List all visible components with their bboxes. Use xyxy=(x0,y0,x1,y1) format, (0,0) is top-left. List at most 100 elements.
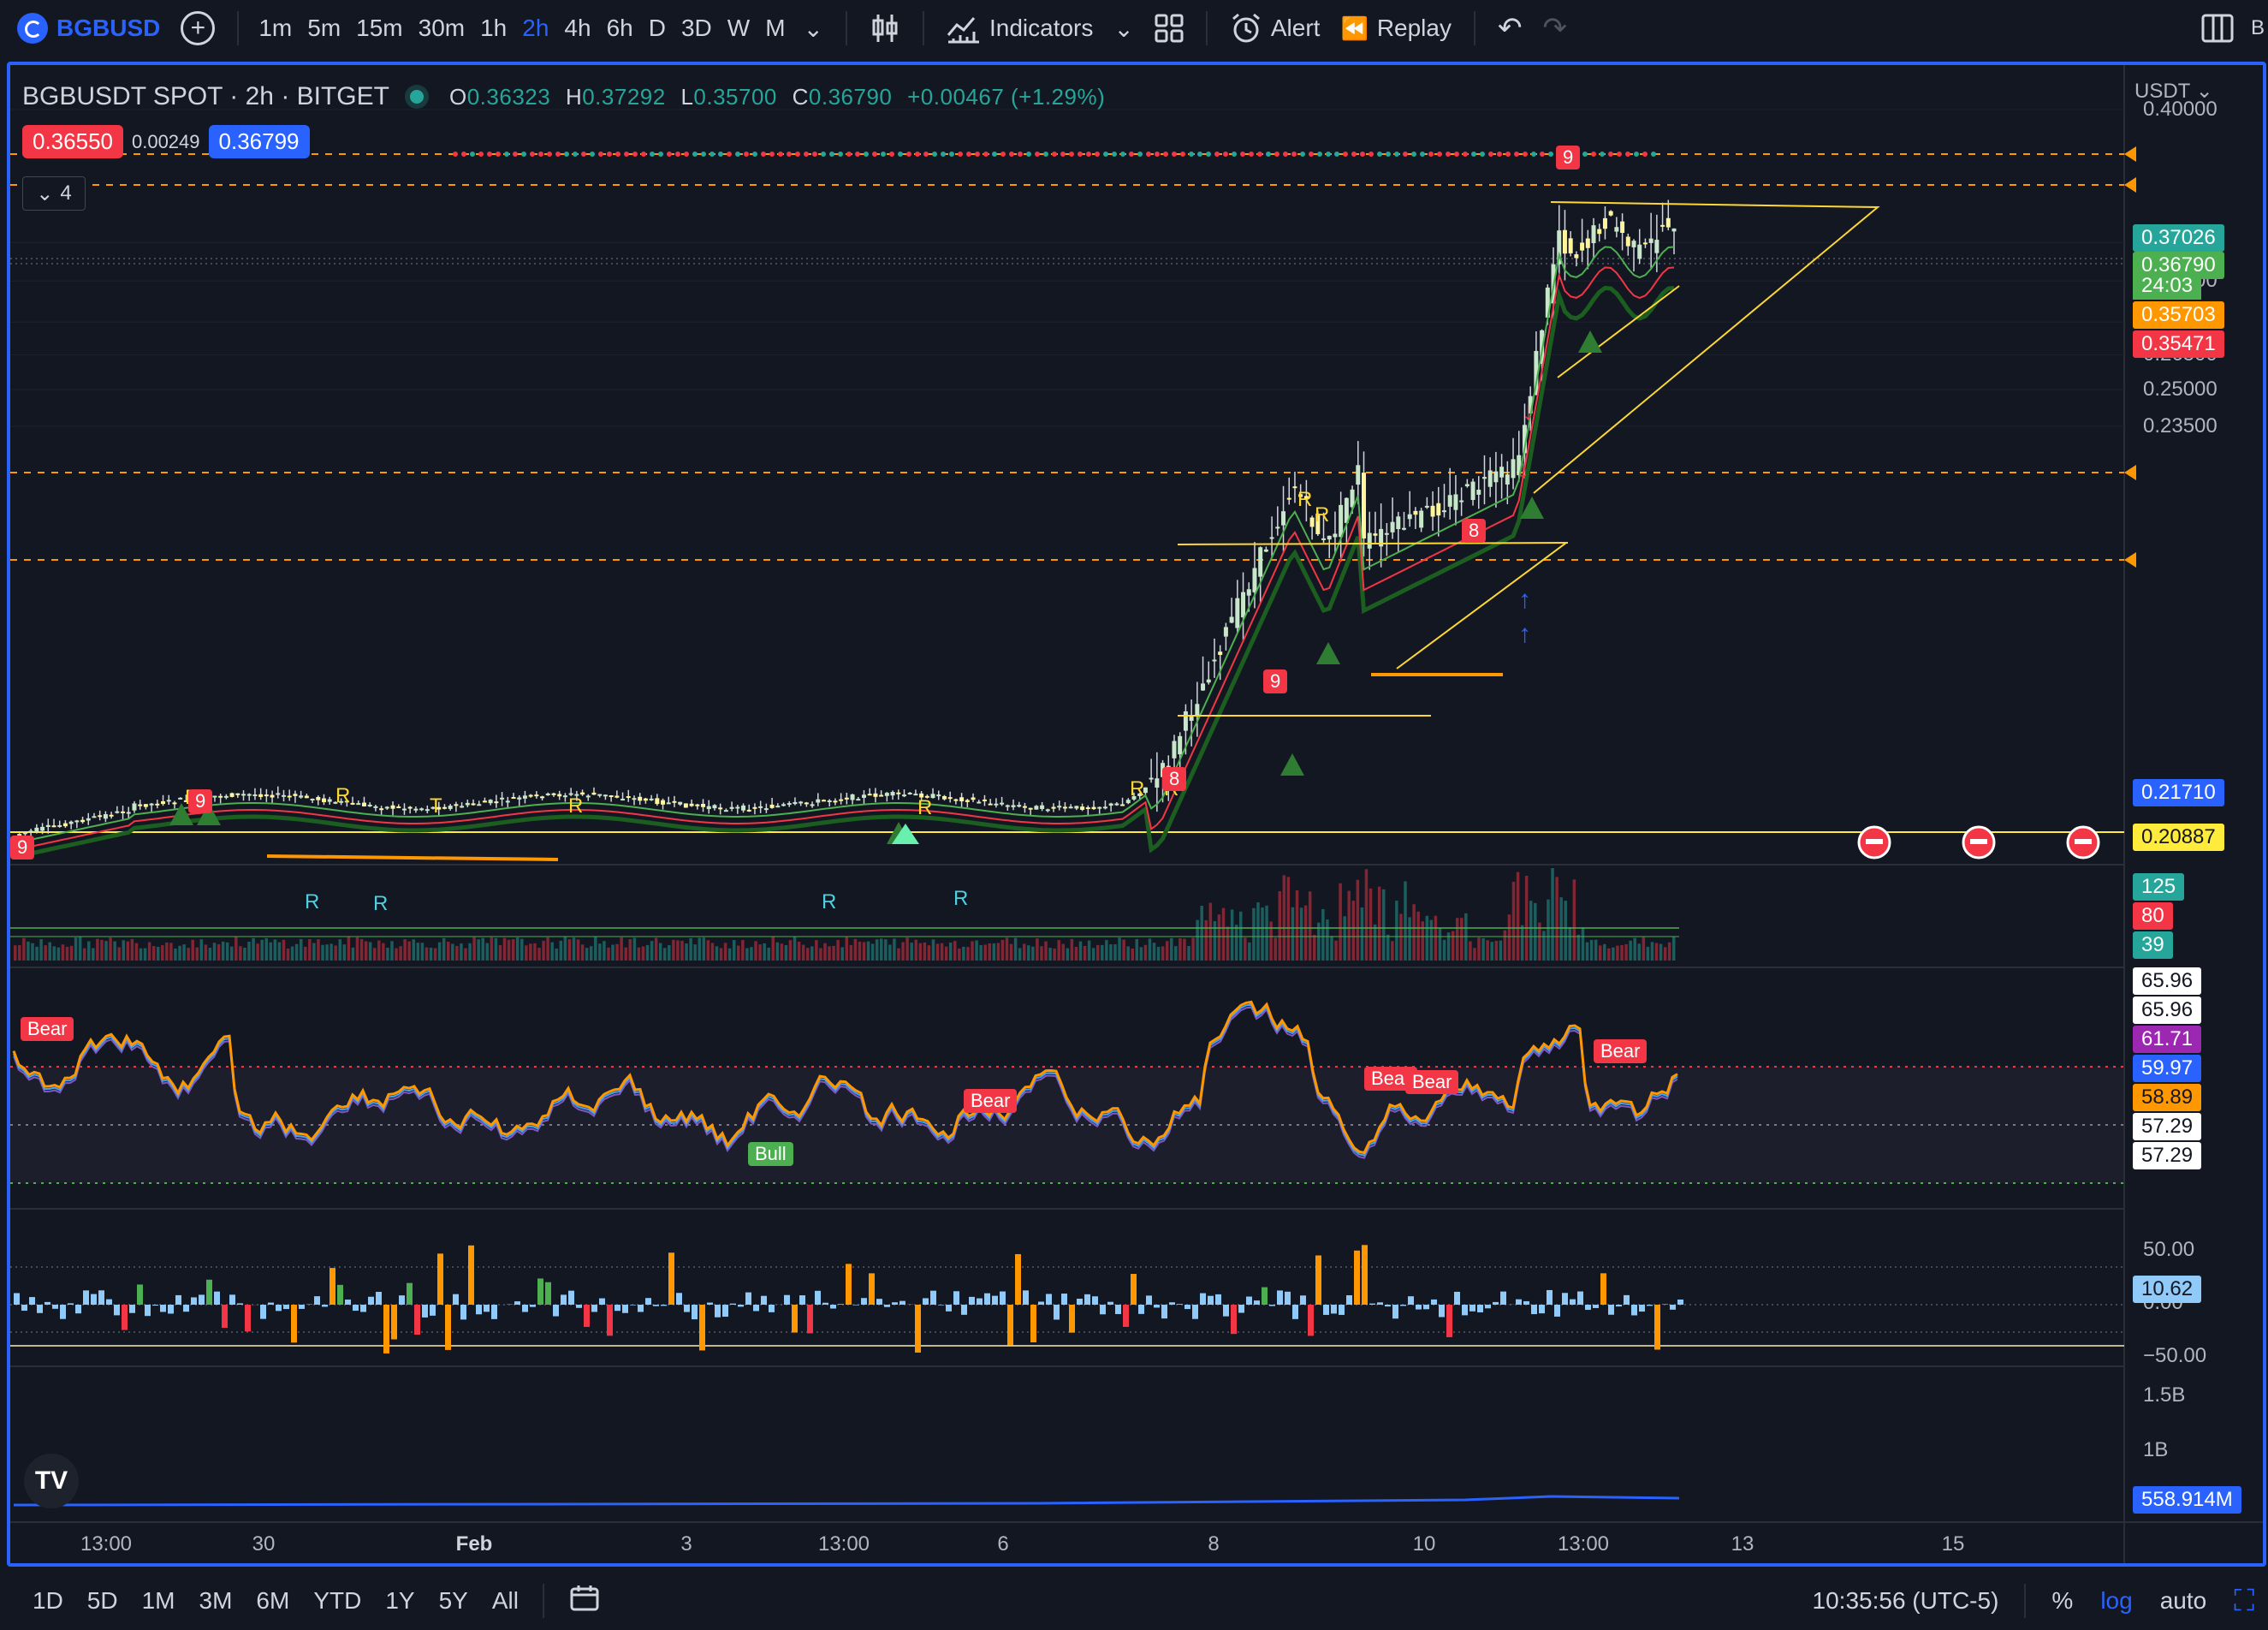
volume-bar xyxy=(1187,945,1190,961)
candle-body xyxy=(304,795,309,799)
fullscreen-button[interactable]: ⛶ xyxy=(2220,1585,2268,1618)
sell-button[interactable]: 0.36550 xyxy=(22,125,123,158)
candle-body xyxy=(799,801,804,804)
volume-bar xyxy=(433,948,437,961)
range-6m[interactable]: 6M xyxy=(256,1587,290,1614)
undo-button[interactable]: ↶ xyxy=(1487,7,1533,50)
range-ytd[interactable]: YTD xyxy=(313,1587,362,1614)
candle-body xyxy=(672,800,677,803)
timezone-clock[interactable]: 10:35:56 (UTC-5) xyxy=(1812,1587,1999,1614)
interval-1h[interactable]: 1h xyxy=(480,15,508,41)
interval-d[interactable]: D xyxy=(648,15,666,41)
profile-dot xyxy=(1582,152,1588,157)
interval-dropdown-button[interactable]: ⌄ xyxy=(793,7,834,50)
candle-body xyxy=(1309,517,1315,527)
log-scale-toggle[interactable]: log xyxy=(2100,1587,2133,1614)
range-1y[interactable]: 1Y xyxy=(385,1587,415,1614)
interval-30m[interactable]: 30m xyxy=(418,15,466,41)
currency-selector[interactable]: USDT ⌄ xyxy=(2134,80,2213,103)
profile-dot xyxy=(1488,152,1493,157)
chart-type-button[interactable] xyxy=(859,7,911,50)
candle-body xyxy=(959,797,965,802)
redo-button[interactable]: ↷ xyxy=(1532,7,1577,50)
interval-5m[interactable]: 5m xyxy=(307,15,341,41)
symbol-search-button[interactable]: BGBUSD xyxy=(56,15,161,41)
volume-bar xyxy=(1555,877,1559,961)
interval-4h[interactable]: 4h xyxy=(564,15,591,41)
candle-body xyxy=(585,795,591,798)
volume-bar xyxy=(1542,931,1546,961)
panels-button[interactable] xyxy=(2191,7,2244,50)
profile-dot xyxy=(667,152,672,157)
indicator-collapse-button[interactable]: ⌄ 4 xyxy=(22,176,86,211)
profile-dot xyxy=(1317,152,1322,157)
volume-bar xyxy=(494,937,498,961)
volume-bar xyxy=(1381,889,1386,961)
profile-dot xyxy=(1180,152,1185,157)
candle-body xyxy=(1447,495,1452,507)
interval-m[interactable]: M xyxy=(765,15,786,41)
range-3m[interactable]: 3M xyxy=(199,1587,233,1614)
volume-bar xyxy=(247,941,251,961)
candle-body xyxy=(258,794,264,797)
legend-title[interactable]: BGBUSDT SPOT · 2h · BITGET xyxy=(22,82,389,110)
range-5d[interactable]: 5D xyxy=(86,1587,118,1614)
osc-histogram-bar xyxy=(1439,1305,1445,1318)
osc-histogram-bar xyxy=(1400,1305,1406,1306)
candle-body xyxy=(1407,514,1412,520)
price-axis-tag: 0.35703 xyxy=(2133,301,2224,329)
interval-2h[interactable]: 2h xyxy=(522,15,549,41)
interval-6h[interactable]: 6h xyxy=(606,15,633,41)
chart-area[interactable]: BGBUSDT SPOT · 2h · BITGET O0.36323 H0.3… xyxy=(7,62,2266,1567)
layouts-button[interactable] xyxy=(1144,7,1194,50)
candle-body xyxy=(103,814,108,819)
volume-bar xyxy=(663,948,667,961)
interval-1m[interactable]: 1m xyxy=(258,15,293,41)
alert-button[interactable]: Alert xyxy=(1220,7,1331,50)
osc-histogram-bar xyxy=(1654,1305,1660,1350)
percent-scale-toggle[interactable]: % xyxy=(2051,1587,2074,1614)
auto-scale-toggle[interactable]: auto xyxy=(2159,1587,2207,1614)
volume-bar xyxy=(1013,937,1018,961)
osc-histogram-bar xyxy=(291,1305,297,1343)
range-5y[interactable]: 5Y xyxy=(438,1587,468,1614)
osc-histogram-bar xyxy=(607,1305,613,1336)
osc-histogram-bar xyxy=(622,1305,628,1313)
add-symbol-button[interactable]: + xyxy=(170,7,225,50)
interval-3d[interactable]: 3D xyxy=(680,15,712,41)
volume-bar xyxy=(1143,944,1148,961)
osc-histogram-bar xyxy=(245,1305,251,1332)
tradingview-logo[interactable]: TV xyxy=(24,1454,79,1508)
buy-button[interactable]: 0.36799 xyxy=(208,125,310,158)
osc-histogram-bar xyxy=(1054,1305,1060,1320)
volume-bar xyxy=(22,937,26,961)
profile-dot xyxy=(864,152,869,157)
range-1m[interactable]: 1M xyxy=(141,1587,175,1614)
volume-bar xyxy=(1282,875,1286,961)
date-range-button[interactable] xyxy=(556,1585,614,1618)
candle-body xyxy=(161,800,166,805)
osc-histogram-bar xyxy=(1631,1305,1637,1316)
range-1d[interactable]: 1D xyxy=(33,1587,63,1614)
interval-w[interactable]: W xyxy=(727,15,751,41)
chart-canvas[interactable] xyxy=(10,65,2263,1563)
volume-bar xyxy=(412,939,416,961)
volume-bar xyxy=(780,943,784,961)
volume-bar xyxy=(382,943,385,961)
candle-body xyxy=(769,804,775,808)
volume-bar xyxy=(918,943,923,961)
rsi-axis-tag: 59.97 xyxy=(2133,1055,2202,1082)
osc-histogram-bar xyxy=(183,1305,189,1312)
candle-body xyxy=(316,796,321,800)
replay-button[interactable]: ⏪ Replay xyxy=(1330,7,1462,50)
interval-15m[interactable]: 15m xyxy=(356,15,403,41)
osc-histogram-bar xyxy=(1346,1294,1352,1305)
osc-histogram-bar xyxy=(268,1302,274,1305)
volume-bar xyxy=(1083,945,1087,961)
candle-body xyxy=(718,807,723,810)
indicators-button[interactable]: Indicators xyxy=(936,7,1103,50)
range-all[interactable]: All xyxy=(491,1587,519,1614)
indicators-dropdown-button[interactable]: ⌄ xyxy=(1103,7,1143,50)
rsi-axis-tag: 57.29 xyxy=(2133,1142,2202,1169)
profile-dot xyxy=(829,152,834,157)
